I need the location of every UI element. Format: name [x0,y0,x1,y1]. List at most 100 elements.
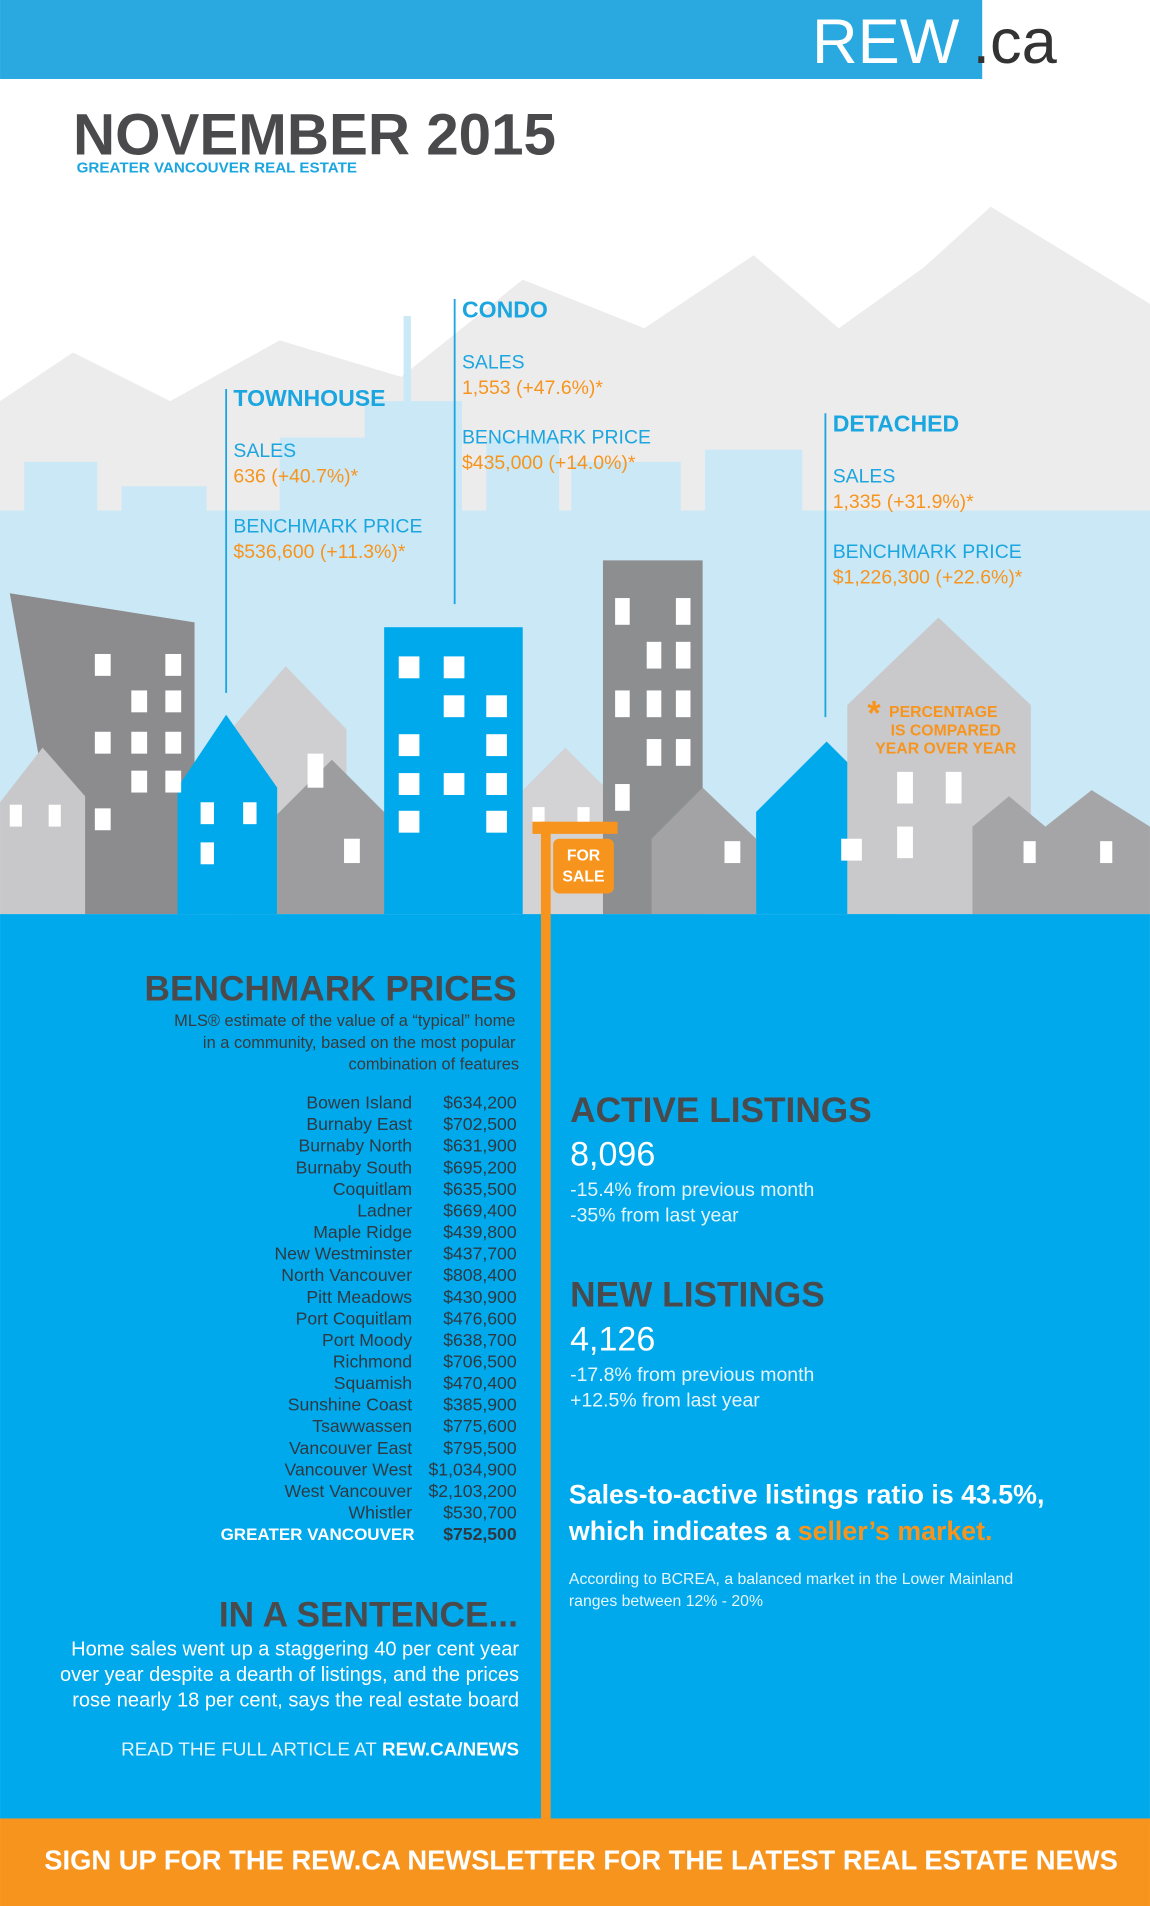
benchmark-price: $638,700 [443,1330,517,1350]
ratio-note: According to BCREA, a balanced market in… [569,1571,1013,1588]
segment-name: DETACHED [833,411,960,437]
benchmark-price: $669,400 [443,1200,517,1220]
sentence-title: IN A SENTENCE... [219,1595,518,1634]
sign-board [553,838,614,894]
active-change: -15.4% from previous month [570,1179,814,1201]
benchmark-price: $439,800 [443,1222,517,1242]
windows [9,598,1113,865]
community-name: Port Coquitlam [296,1308,412,1328]
sales-value: 636 (+40.7%)* [233,466,358,488]
note-line: IS COMPARED [891,722,1001,739]
community-name: North Vancouver [281,1265,412,1285]
new-title: NEW LISTINGS [570,1276,825,1315]
price-label: BENCHMARK PRICE [462,427,651,449]
benchmark-table: Bowen Island $634,200 Burnaby East $702,500… [221,1093,517,1545]
community-name: Richmond [333,1352,412,1372]
benchmark-price: $631,900 [443,1136,517,1156]
benchmark-price: $702,500 [443,1114,517,1134]
community-name: Burnaby East [306,1114,412,1134]
community-name: Vancouver East [289,1438,412,1458]
community-name: Port Moody [322,1330,412,1350]
sales-value: 1,553 (+47.6%)* [462,377,603,399]
benchmark-price: $470,400 [443,1373,517,1393]
benchmark-price: $795,500 [443,1438,517,1458]
benchmark-price: $476,600 [443,1308,517,1328]
benchmark-description: MLS® estimate of the value of a “typical… [174,1012,519,1074]
benchmark-price: $634,200 [443,1093,517,1113]
sales-value: 1,335 (+31.9%)* [833,491,974,513]
description-line: in a community, based on the most popula… [203,1034,516,1052]
benchmark-title: BENCHMARK PRICES [145,969,517,1008]
benchmark-price: $530,700 [443,1503,517,1523]
community-name: Vancouver West [285,1459,413,1479]
community-name: Squamish [334,1373,412,1393]
new-change: -17.8% from previous month [570,1364,814,1386]
benchmark-price: $706,500 [443,1352,517,1372]
sentence-body: Home sales went up a staggering 40 per c… [60,1639,519,1712]
ratio-highlight: seller’s market. [798,1516,993,1546]
footer-bar[interactable] [0,1818,1150,1906]
sign-text: SALE [562,868,604,885]
detached: DETACHED SALES 1,335 (+31.9%)* BENCHMARK… [833,411,1023,589]
community-name: Tsawwassen [312,1416,412,1436]
logo-ca[interactable]: .ca [972,7,1057,77]
sign-text: FOR [567,848,601,865]
community-name: Sunshine Coast [288,1395,412,1415]
sign-arm [532,821,618,834]
logo-rew[interactable]: REW [812,7,960,77]
community-name: Ladner [357,1200,412,1220]
description-line: combination of features [349,1056,520,1074]
community-name: West Vancouver [285,1481,413,1501]
active-title: ACTIVE LISTINGS [570,1091,872,1130]
community-name: Burnaby North [299,1136,413,1156]
footer-cta[interactable]: SIGN UP FOR THE REW.CA NEWSLETTER FOR TH… [44,1845,1118,1876]
house [972,790,1150,915]
read-more-link[interactable]: REW.CA/NEWS [382,1738,519,1759]
community-name: Bowen Island [306,1093,412,1113]
active-value: 8,096 [570,1136,655,1174]
sign-pole [540,821,551,1819]
ratio-line: which indicates a seller’s market. [568,1516,993,1546]
benchmark-price: $385,900 [443,1395,517,1415]
benchmark-price: $437,700 [443,1244,517,1264]
house [277,759,387,915]
ratio-note: ranges between 12% - 20% [569,1593,763,1610]
benchmark-price: $635,500 [443,1179,517,1199]
footnote: * PERCENTAGE IS COMPARED YEAR OVER YEAR [867,694,1016,757]
segment-name: TOWNHOUSE [233,385,385,411]
subtitle: GREATER VANCOUVER REAL ESTATE [77,160,357,177]
community-name: Coquitlam [333,1179,412,1199]
price-label: BENCHMARK PRICE [233,515,422,537]
active-change: -35% from last year [570,1205,739,1227]
ratio-line: Sales-to-active listings ratio is 43.5%, [569,1480,1044,1510]
benchmark-price: $695,200 [443,1157,517,1177]
sentence-line: Home sales went up a staggering 40 per c… [71,1639,519,1661]
note-line: YEAR OVER YEAR [875,741,1017,758]
community-name: Whistler [349,1503,413,1523]
community-name: Maple Ridge [313,1222,412,1242]
sales-label: SALES [833,466,896,488]
title: NOVEMBER 2015 [73,102,556,167]
segment-name: CONDO [462,296,548,322]
new-value: 4,126 [570,1320,655,1358]
price-value: $435,000 (+14.0%)* [462,452,636,474]
price-value: $1,226,300 (+22.6%)* [833,566,1023,588]
benchmark-price: $430,900 [443,1287,517,1307]
community-name: New Westminster [274,1244,412,1264]
sentence-line: over year despite a dearth of listings, … [60,1664,519,1686]
description-line: MLS® estimate of the value of a “typical… [174,1012,515,1030]
benchmark-price: $2,103,200 [429,1481,517,1501]
new-change: +12.5% from last year [570,1389,760,1411]
header-bar [0,0,983,80]
condo: CONDO SALES 1,553 (+47.6%)* BENCHMARK PR… [462,296,651,474]
house [0,747,86,915]
segment-lines [225,299,827,718]
community-name: Pitt Meadows [306,1287,412,1307]
total-price: $752,500 [443,1524,517,1544]
townhouse: TOWNHOUSE SALES 636 (+40.7%)* BENCHMARK … [233,385,422,563]
price-value: $536,600 (+11.3%)* [233,541,405,563]
price-label: BENCHMARK PRICE [833,541,1022,563]
total-name: GREATER VANCOUVER [221,1525,415,1544]
ratio-text: which indicates a [568,1516,791,1546]
